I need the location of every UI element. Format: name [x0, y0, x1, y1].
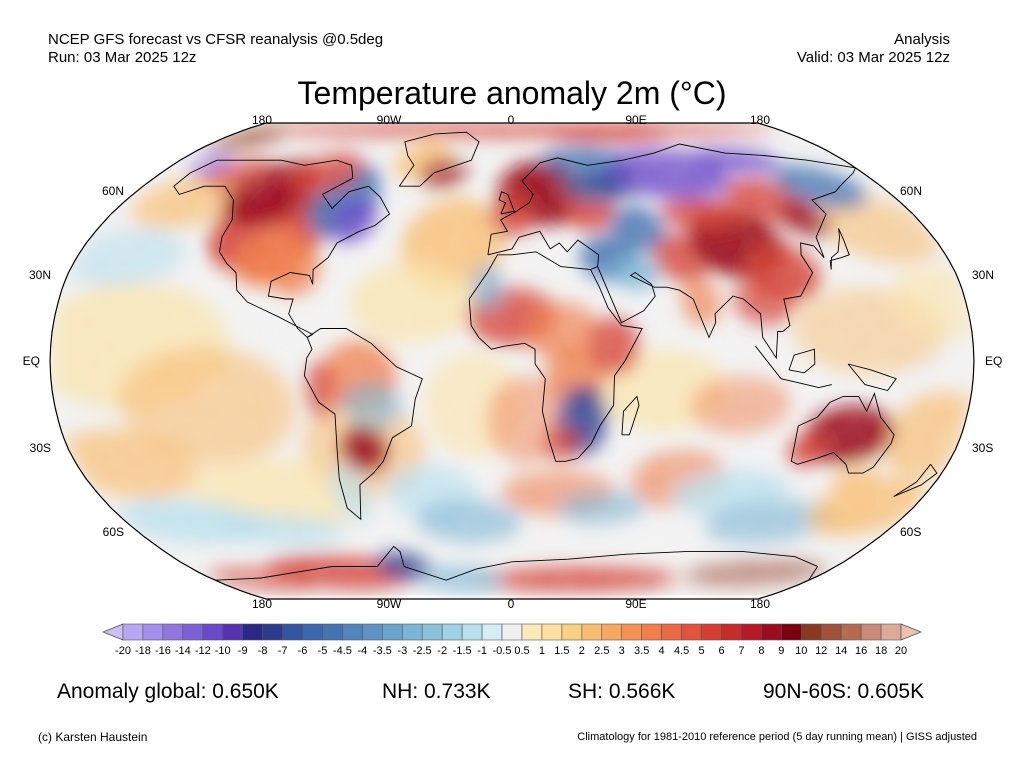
colorbar-label: 18 — [874, 645, 888, 657]
lat-tick-right-60n: 60N — [900, 184, 923, 198]
colorbar-label: 4 — [658, 645, 665, 657]
colorbar-label: -3 — [397, 645, 408, 657]
lon-tick-top-180e: 180 — [749, 113, 771, 127]
colorbar-label: -7 — [277, 645, 288, 657]
colorbar-label: 4.5 — [673, 645, 690, 657]
run-time: Run: 03 Mar 2025 12z — [48, 49, 197, 66]
colorbar-label: 3.5 — [634, 645, 650, 657]
coastline — [893, 464, 938, 497]
lat-tick-left-30s: 30S — [29, 441, 51, 455]
header-right: Analysis Valid: 03 Mar 2025 12z — [797, 31, 950, 67]
colorbar-label: -4.5 — [332, 645, 352, 657]
colorbar-label: 5 — [698, 645, 705, 657]
colorbar-label: -16 — [154, 645, 171, 657]
colorbar-label: -10 — [214, 645, 231, 657]
colorbar-label: -2.5 — [412, 645, 432, 657]
colorbar-label: 10 — [795, 645, 808, 657]
colorbar-label: 1.5 — [554, 645, 570, 657]
credit: (c) Karsten Haustein — [38, 730, 148, 744]
coastline — [398, 131, 480, 187]
lon-tick-top-90e: 90E — [625, 113, 647, 127]
coastline — [788, 348, 816, 374]
colorbar-label: -18 — [134, 645, 151, 657]
coastline — [215, 545, 819, 581]
coastline — [468, 251, 643, 462]
colorbar-label: -20 — [115, 645, 131, 657]
colorbar-label: 0.5 — [514, 645, 530, 657]
colorbar-label: -1.5 — [452, 645, 472, 657]
coastlines — [173, 131, 938, 581]
colorbar-label: 9 — [778, 645, 785, 657]
colorbar-label: 20 — [894, 645, 908, 657]
colorbar-label: 6 — [718, 645, 725, 657]
lat-tick-right-60s: 60S — [900, 525, 922, 539]
lat-tick-right-eq: EQ — [985, 354, 1003, 368]
lat-tick-left-eq: EQ — [22, 354, 40, 368]
coastline — [847, 363, 897, 392]
coastline — [487, 230, 600, 270]
colorbar-label: 7 — [738, 645, 745, 657]
coastline — [173, 159, 391, 338]
stat-arctic-anomaly: 90N-60S: 0.605K — [763, 680, 925, 703]
colorbar-label: 2.5 — [594, 645, 610, 657]
lon-tick-bottom-0: 0 — [507, 597, 515, 611]
texture — [50, 123, 974, 595]
colorbar-label: -9 — [237, 645, 248, 657]
colorbar-label: -6 — [297, 645, 308, 657]
analysis-label: Analysis — [894, 31, 950, 48]
map-title: Temperature anomaly 2m (°C) — [297, 75, 727, 111]
coastline — [755, 345, 832, 389]
colorbar-label: -12 — [194, 645, 211, 657]
globe-outline — [49, 122, 975, 600]
colorbar-label: 8 — [758, 645, 765, 657]
lon-tick-bottom-90w: 90W — [376, 597, 402, 611]
lon-tick-bottom-180e: 180 — [749, 597, 771, 611]
lon-tick-top-90w: 90W — [376, 113, 402, 127]
lat-tick-left-60n: 60N — [101, 184, 124, 198]
colorbar-label: -14 — [174, 645, 191, 657]
colorbar-label: 16 — [854, 645, 868, 657]
colorbar-label: 1 — [538, 645, 545, 657]
coastline — [621, 395, 640, 436]
colorbar-label: -4 — [357, 645, 368, 657]
colorbar-label: -8 — [257, 645, 268, 657]
coastline — [498, 191, 515, 215]
colorbar-label: -1 — [477, 645, 487, 657]
climatology-note: Climatology for 1981-2010 reference peri… — [577, 731, 977, 743]
lat-tick-right-30n: 30N — [972, 268, 995, 282]
lat-tick-left-30n: 30N — [28, 268, 51, 282]
colorbar-label: 12 — [815, 645, 828, 657]
lon-tick-top-0: 0 — [507, 113, 515, 127]
colorbar-label: -5 — [317, 645, 328, 657]
header-left: NCEP GFS forecast vs CFSR reanalysis @0.… — [48, 31, 383, 67]
lat-tick-right-30s: 30S — [972, 441, 994, 455]
coastline — [829, 228, 850, 270]
stat-sh-anomaly: SH: 0.566K — [568, 680, 676, 703]
colorbar-label: 2 — [578, 645, 585, 657]
colorbar-label: 3 — [618, 645, 625, 657]
colorbar-label: 14 — [835, 645, 848, 657]
lon-tick-top-180w: 180 — [251, 113, 273, 127]
lat-tick-left-60s: 60S — [102, 525, 124, 539]
stat-nh-anomaly: NH: 0.733K — [382, 680, 491, 703]
coastline — [303, 328, 423, 521]
model-description: NCEP GFS forecast vs CFSR reanalysis @0.… — [48, 31, 384, 48]
coastline — [790, 392, 895, 474]
lon-tick-bottom-90e: 90E — [625, 597, 647, 611]
valid-time: Valid: 03 Mar 2025 12z — [796, 49, 950, 66]
colorbar-label: -3.5 — [372, 645, 392, 657]
stat-global-anomaly: Anomaly global: 0.650K — [57, 680, 279, 703]
coastline — [597, 167, 856, 360]
colorbar-label: -0.5 — [492, 645, 512, 657]
colorbar-label: -2 — [437, 645, 448, 657]
lon-tick-bottom-180w: 180 — [251, 597, 273, 611]
coastline — [487, 143, 856, 255]
